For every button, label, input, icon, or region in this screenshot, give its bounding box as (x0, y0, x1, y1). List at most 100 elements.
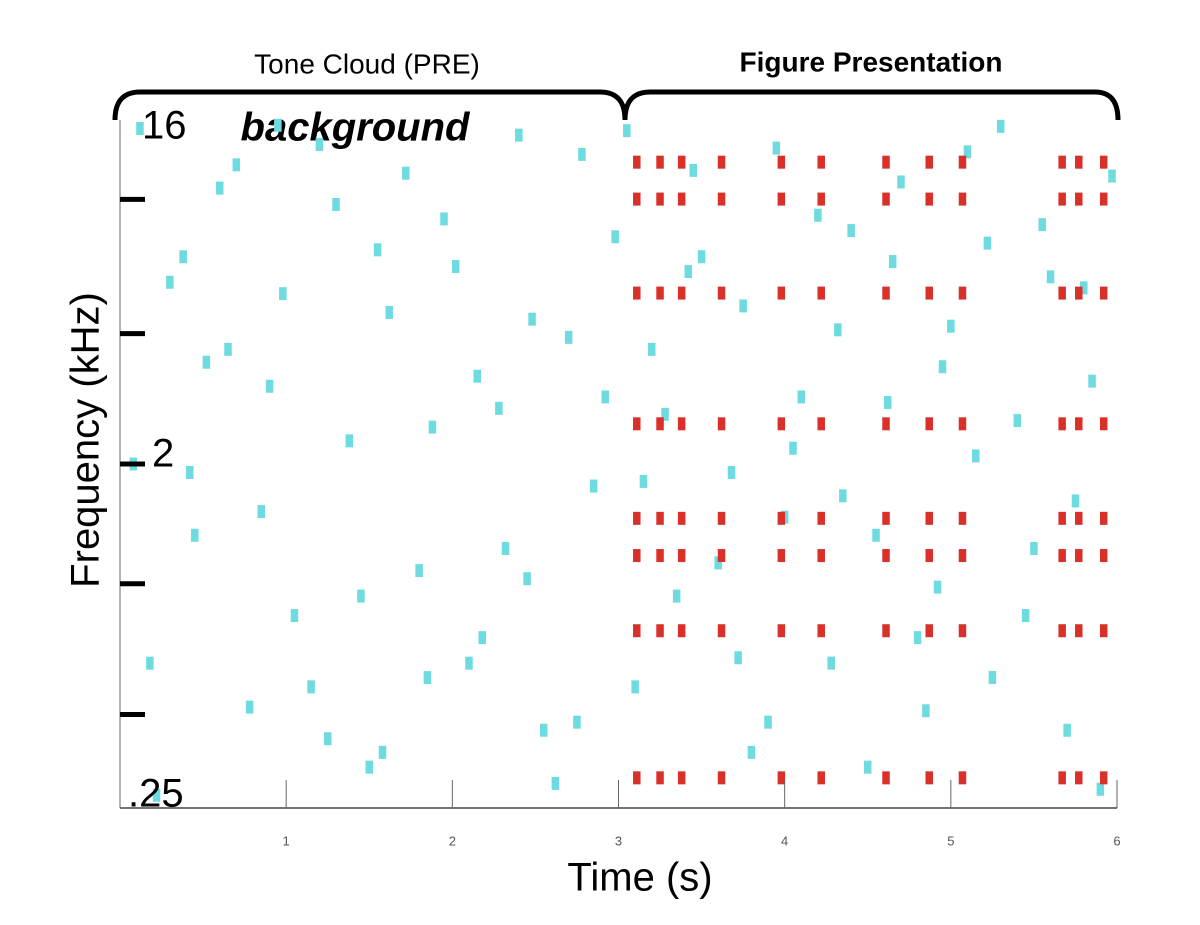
figure-tone (1099, 192, 1108, 206)
figure-tone (717, 286, 726, 300)
x-tick-label: 6 (1113, 833, 1120, 848)
x-tick-label: 2 (449, 833, 456, 848)
background-tone (1088, 374, 1096, 388)
background-tone (847, 224, 855, 238)
figure-tone (925, 549, 933, 563)
background-tone (661, 407, 669, 421)
figure-tone (925, 511, 933, 525)
background-tone (697, 250, 706, 264)
background-tone (423, 671, 432, 685)
background-tone (1063, 723, 1071, 737)
figure-tone (1075, 417, 1083, 431)
background-tone (1080, 281, 1088, 295)
background-tone (834, 323, 842, 337)
figure-tone (958, 771, 967, 785)
figure-tone (633, 549, 641, 563)
figure-tone (882, 286, 890, 300)
figure-tone (633, 286, 641, 300)
background-tone (478, 631, 486, 645)
figure-tone (925, 155, 933, 169)
figure-tone (717, 624, 726, 638)
background-tone (772, 141, 781, 155)
background-tone (727, 465, 736, 479)
background-tone (528, 312, 536, 326)
background-tone (523, 572, 531, 586)
figure-tone (677, 511, 686, 525)
background-tone (345, 434, 354, 448)
figure-tone (656, 286, 664, 300)
figure-tone (882, 155, 890, 169)
background-tone (385, 305, 393, 319)
background-tone (623, 124, 631, 138)
background-tone (473, 369, 482, 383)
background-tone (747, 745, 756, 759)
figure-tone (925, 624, 933, 638)
background-tone (764, 715, 772, 729)
figure-tone (1099, 286, 1108, 300)
background-tone (897, 175, 905, 189)
figure-tone (717, 192, 726, 206)
background-tone (1021, 609, 1030, 623)
figure-tone (777, 549, 786, 563)
background-tone (495, 401, 503, 415)
background-tone (465, 656, 473, 670)
background-tone (136, 121, 144, 135)
background-tone (573, 715, 581, 729)
background-tone (996, 119, 1005, 133)
figure-tone (777, 624, 786, 638)
figure-tone (1099, 624, 1108, 638)
figure-tone (777, 511, 786, 525)
background-tone (274, 118, 282, 132)
figure-tone (817, 771, 825, 785)
figure-tone (882, 417, 890, 431)
y-tick-label: 16 (142, 104, 187, 148)
background-tone (501, 542, 510, 556)
background-tone (232, 158, 241, 172)
x-tick-label: 4 (781, 833, 788, 848)
figure-tone (717, 417, 726, 431)
figure-tone (817, 417, 825, 431)
background-tone (539, 723, 548, 737)
x-tick-label: 3 (615, 833, 622, 848)
figure-tone (958, 624, 967, 638)
background-tone (1096, 782, 1105, 796)
figure-tone (817, 155, 825, 169)
background-tone (639, 474, 648, 488)
figure-tone (777, 286, 786, 300)
background-tone (684, 265, 693, 279)
background-tone (1038, 218, 1046, 232)
figure-tone (677, 155, 686, 169)
background-tone (440, 212, 448, 226)
background-tone (415, 564, 423, 578)
figure-tone (1075, 624, 1083, 638)
figure-tone (1099, 771, 1108, 785)
figure-tone (656, 417, 664, 431)
figure-tone (633, 624, 641, 638)
background-tone (789, 441, 797, 455)
figure-tone (1058, 417, 1066, 431)
figure-tone (777, 417, 786, 431)
background-tone (265, 379, 274, 393)
figure-tone (882, 771, 890, 785)
background-tone (202, 355, 211, 369)
y-tick-label: .25 (128, 772, 184, 816)
figure-tone (633, 192, 641, 206)
background-tone (373, 243, 382, 257)
background-tone (365, 760, 373, 774)
figure-tone (677, 286, 686, 300)
background-tone (1013, 414, 1022, 428)
pre-label: Tone Cloud (PRE) (254, 48, 480, 79)
background-tone (564, 330, 573, 344)
figure-tone (1058, 155, 1066, 169)
background-tone (689, 163, 698, 177)
figure-tone (958, 549, 967, 563)
background-tone (451, 259, 460, 273)
figure-bracket (622, 89, 1121, 121)
background-tone (933, 580, 942, 594)
background-tone (872, 528, 880, 542)
figure-tone (882, 511, 890, 525)
background-tone (166, 275, 174, 289)
figure-tone (656, 771, 664, 785)
background-tone (224, 342, 232, 356)
figure-tone (817, 549, 825, 563)
